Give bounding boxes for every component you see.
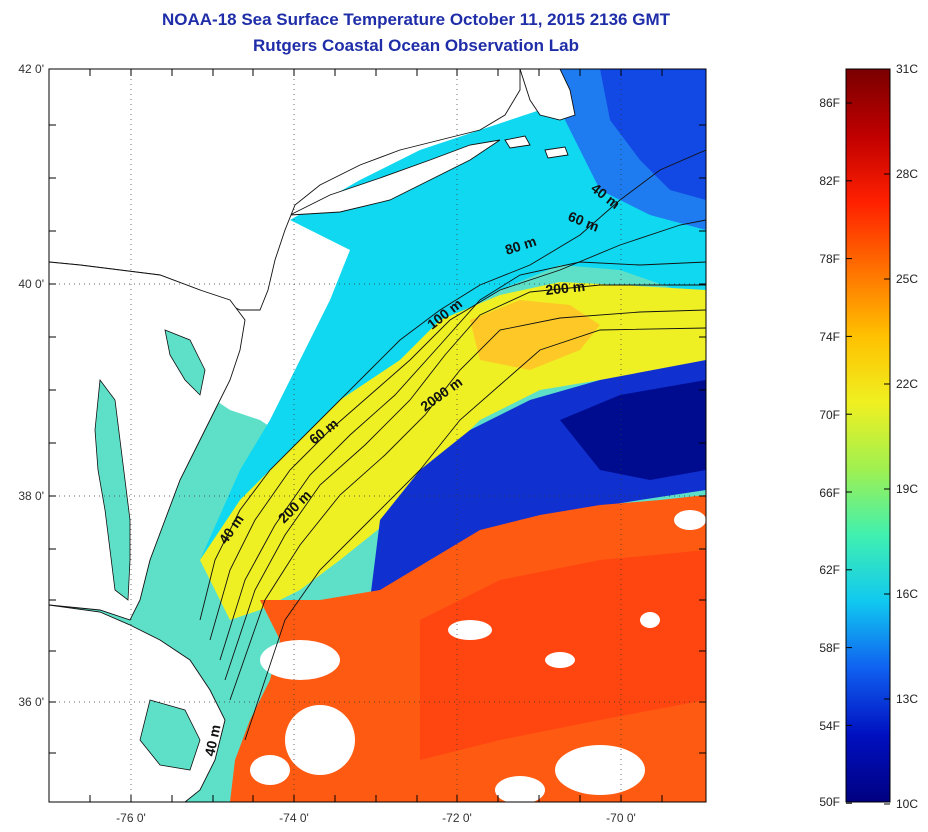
lat-label-38: 38 0' <box>18 489 44 503</box>
isobath-200m <box>229 309 706 701</box>
cb-label-86f: 86F <box>819 96 840 110</box>
isobath-100m <box>224 284 706 681</box>
cb-label-82f: 82F <box>819 174 840 188</box>
lon-label-72: -72 0' <box>442 811 472 825</box>
cb-label-54f: 54F <box>819 719 840 733</box>
cb-label-28c: 28C <box>896 167 918 181</box>
colorbar-fahrenheit-labels: 86F 82F 78F 74F 70F 66F 62F 58F 54F 50F <box>819 96 840 809</box>
isobath-contours <box>199 149 706 741</box>
cb-label-22c: 22C <box>896 377 918 391</box>
lat-label-40: 40 0' <box>18 277 44 291</box>
cold-core <box>560 380 706 480</box>
lon-label-76: -76 0' <box>116 811 146 825</box>
cb-label-62f: 62F <box>819 563 840 577</box>
cb-label-13c: 13C <box>896 692 918 706</box>
colorbar-frame <box>845 68 891 803</box>
contour-label-40m-south: 40 m <box>201 723 223 758</box>
cb-label-31c: 31C <box>896 62 918 76</box>
long-island <box>289 139 501 216</box>
map-frame <box>48 68 707 803</box>
contour-label-200m-ne: 200 m <box>545 278 586 298</box>
cb-label-78f: 78F <box>819 252 840 266</box>
cloud-gaps <box>250 510 706 802</box>
isobath-2000m <box>244 327 706 741</box>
isobath-60m <box>209 219 706 641</box>
colorbar-celsius-labels: 31C 28C 25C 22C 19C 16C 13C 10C <box>896 62 918 811</box>
lon-label-70: -70 0' <box>606 811 636 825</box>
nantucket <box>544 146 569 159</box>
cb-label-58f: 58F <box>819 641 840 655</box>
cb-label-70f: 70F <box>819 408 840 422</box>
chesapeake-bay <box>94 378 131 601</box>
lat-label-36: 36 0' <box>18 695 44 709</box>
pamlico-sound <box>139 699 201 771</box>
colorbar-fill <box>846 69 890 802</box>
isobath-40m <box>199 149 706 621</box>
lon-label-74: -74 0' <box>279 811 309 825</box>
colorbar: 86F 82F 78F 74F 70F 66F 62F 58F 54F 50F … <box>819 62 918 811</box>
isobath-80m <box>219 261 706 661</box>
cb-label-66f: 66F <box>819 486 840 500</box>
map-title: NOAA-18 Sea Surface Temperature October … <box>161 10 671 29</box>
delaware-bay <box>164 329 206 396</box>
cape-cod <box>519 69 576 121</box>
slope-water <box>200 282 706 620</box>
graticule <box>49 69 706 802</box>
cb-label-74f: 74F <box>819 330 840 344</box>
marthas-vineyard <box>504 135 531 149</box>
map-panel <box>49 69 706 802</box>
cb-label-25c: 25C <box>896 272 918 286</box>
cb-label-10c: 10C <box>896 797 918 811</box>
lat-label-42: 42 0' <box>18 62 44 76</box>
bays <box>94 329 206 771</box>
colorbar-ticks <box>846 68 890 805</box>
frame-ticks <box>49 69 706 802</box>
map-subtitle: Rutgers Coastal Ocean Observation Lab <box>253 36 579 55</box>
cb-label-50f: 50F <box>819 795 840 809</box>
shelf-water <box>200 69 706 560</box>
cb-label-19c: 19C <box>896 482 918 496</box>
northeast-deep-cold <box>600 69 706 200</box>
cb-label-16c: 16C <box>896 587 918 601</box>
